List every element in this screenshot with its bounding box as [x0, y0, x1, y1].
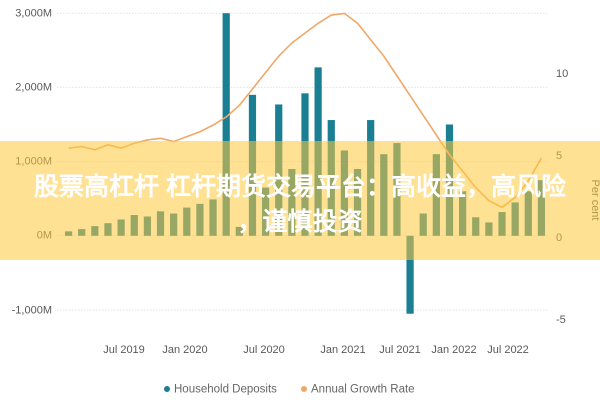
svg-text:Jul 2020: Jul 2020: [243, 344, 285, 356]
svg-text:-1,000M: -1,000M: [12, 305, 52, 317]
svg-text:Jan 2022: Jan 2022: [431, 344, 476, 356]
svg-text:Jul 2019: Jul 2019: [103, 344, 145, 356]
svg-text:-5: -5: [556, 314, 566, 326]
svg-text:10: 10: [556, 68, 568, 80]
svg-text:3,000M: 3,000M: [15, 8, 52, 20]
svg-text:Annual Growth Rate: Annual Growth Rate: [311, 383, 415, 395]
svg-text:Jan 2020: Jan 2020: [162, 344, 207, 356]
svg-text:Jul 2021: Jul 2021: [379, 344, 421, 356]
svg-text:Jan 2021: Jan 2021: [320, 344, 365, 356]
svg-text:Jul 2022: Jul 2022: [487, 344, 529, 356]
svg-text:Household Deposits: Household Deposits: [174, 383, 277, 395]
svg-text:2,000M: 2,000M: [15, 82, 52, 94]
